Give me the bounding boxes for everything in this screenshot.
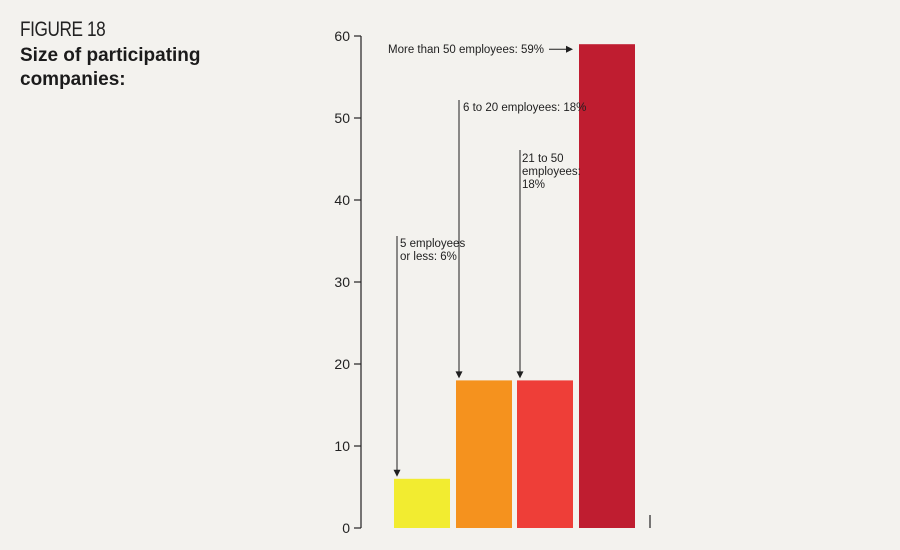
annotation-bar-1-arrow-head	[393, 469, 401, 477]
axis-layer: 0 10 20 30 40 50 60	[334, 28, 651, 536]
y-tick-label: 50	[334, 110, 350, 126]
bar-3	[517, 380, 573, 528]
y-tick-label: 0	[342, 520, 350, 536]
y-tick-label: 10	[334, 438, 350, 454]
annotation-bar-3-label: employees:	[522, 166, 581, 178]
chart-title: Size of participating companies:	[20, 45, 201, 90]
y-tick-label: 60	[334, 28, 350, 44]
annotation-bar-3-arrow-head	[516, 371, 524, 379]
bar-2	[456, 380, 512, 528]
bar-1	[394, 478, 450, 528]
figure-label: FIGURE 18	[20, 18, 106, 41]
annotation-bar-3-label: 21 to 50	[522, 153, 564, 165]
annotation-bar-2-label: 6 to 20 employees: 18%	[463, 102, 586, 114]
annotation-bar-4-arrow-head	[566, 45, 573, 53]
y-tick-label: 40	[334, 192, 350, 208]
annotation-bar-1-label: 5 employees	[400, 238, 465, 250]
annotation-bar-4-label: More than 50 employees: 59%	[388, 44, 544, 56]
bar-4	[579, 44, 635, 528]
bar-layer	[394, 44, 635, 528]
y-tick-label: 30	[334, 274, 350, 290]
annotation-bar-1-label: or less: 6%	[400, 251, 457, 263]
annotation-bar-3-label: 18%	[522, 179, 545, 191]
annotation-bar-2-arrow-head	[455, 371, 463, 379]
y-tick-label: 20	[334, 356, 350, 372]
